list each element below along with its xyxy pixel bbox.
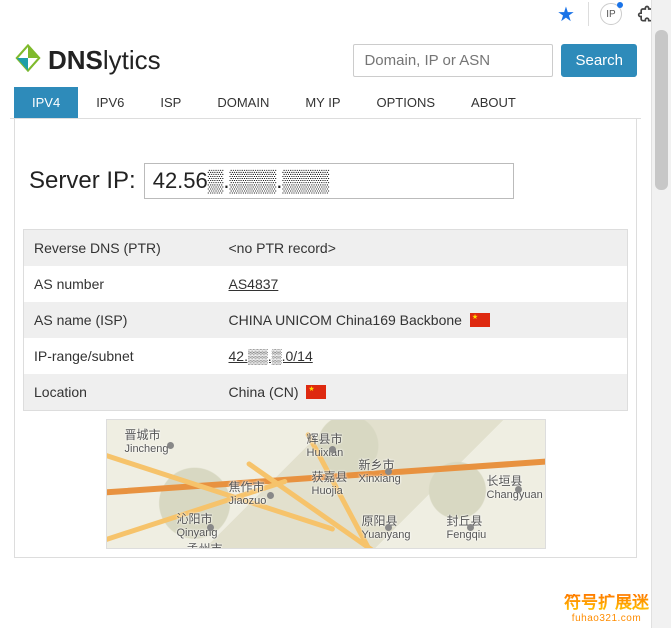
asname-key: AS name (ISP) — [24, 302, 219, 338]
nav-tab-domain[interactable]: DOMAIN — [199, 87, 287, 118]
logo-rest: lytics — [103, 45, 161, 75]
table-row: IP-range/subnet 42.▒▒.▒.0/14 — [24, 338, 628, 374]
nav-tab-ipv4[interactable]: IPV4 — [14, 87, 78, 118]
map-city-label: 新乡市Xinxiang — [359, 456, 401, 485]
nav-tab-ipv6[interactable]: IPV6 — [78, 87, 142, 118]
nav-tab-about[interactable]: ABOUT — [453, 87, 534, 118]
asname-text: CHINA UNICOM China169 Backbone — [229, 312, 462, 328]
server-ip-row: Server IP: — [23, 119, 628, 229]
map-marker-icon — [515, 486, 522, 493]
range-key: IP-range/subnet — [24, 338, 219, 374]
table-row: Reverse DNS (PTR) <no PTR record> — [24, 230, 628, 267]
ip-extension-icon[interactable]: IP — [597, 2, 625, 26]
ptr-val: <no PTR record> — [219, 230, 628, 267]
result-panel: Server IP: Reverse DNS (PTR) <no PTR rec… — [14, 119, 637, 558]
page-content: DNSlytics Search IPV4IPV6ISPDOMAINMY IPO… — [0, 30, 651, 558]
table-row: AS name (ISP) CHINA UNICOM China169 Back… — [24, 302, 628, 338]
window-scrollbar[interactable] — [651, 0, 671, 628]
asn-link[interactable]: AS4837 — [229, 276, 279, 292]
logo-bold: DNS — [48, 45, 103, 75]
logo-mark-icon — [14, 44, 42, 77]
map-city-label: 晋城市Jincheng — [125, 426, 169, 455]
search-button[interactable]: Search — [561, 44, 637, 77]
map-city-label: 焦作市Jiaozuo — [229, 478, 267, 507]
map-marker-icon — [467, 524, 474, 531]
location-key: Location — [24, 374, 219, 411]
cn-flag-icon — [470, 313, 490, 327]
map-marker-icon — [267, 492, 274, 499]
server-ip-label: Server IP: — [29, 167, 136, 195]
map-marker-icon — [167, 442, 174, 449]
browser-toolbar: ★ IP — [0, 0, 671, 30]
logo-text: DNSlytics — [48, 45, 161, 76]
map-marker-icon — [207, 524, 214, 531]
map-city-label: 获嘉县Huojia — [312, 468, 348, 497]
nav-tab-isp[interactable]: ISP — [142, 87, 199, 118]
map-marker-icon — [385, 468, 392, 475]
location-text: China (CN) — [229, 384, 299, 400]
ip-badge[interactable]: IP — [600, 3, 622, 25]
nav-tab-options[interactable]: OPTIONS — [359, 87, 454, 118]
watermark-zh: 符号扩展迷 — [564, 594, 649, 613]
map-city-label: 辉县市Huixian — [307, 430, 344, 459]
site-header: DNSlytics Search — [10, 30, 641, 87]
search-input[interactable] — [353, 44, 553, 77]
map-marker-icon — [385, 524, 392, 531]
map-city-label: 孟州市 — [187, 540, 223, 549]
table-row: AS number AS4837 — [24, 266, 628, 302]
watermark-en: fuhao321.com — [564, 613, 649, 624]
site-logo[interactable]: DNSlytics — [14, 44, 161, 77]
ptr-key: Reverse DNS (PTR) — [24, 230, 219, 267]
location-map[interactable]: 晋城市Jincheng 辉县市Huixian 新乡市Xinxiang 获嘉县Huoji… — [106, 419, 546, 549]
range-link[interactable]: 42.▒▒.▒.0/14 — [229, 348, 313, 364]
cn-flag-icon — [306, 385, 326, 399]
watermark: 符号扩展迷 fuhao321.com — [564, 594, 649, 624]
table-row: Location China (CN) — [24, 374, 628, 411]
asn-key: AS number — [24, 266, 219, 302]
server-ip-input[interactable] — [144, 163, 514, 199]
bookmark-star-icon[interactable]: ★ — [552, 2, 580, 26]
nav-tab-my-ip[interactable]: MY IP — [287, 87, 358, 118]
toolbar-divider — [588, 2, 589, 26]
scrollbar-thumb[interactable] — [655, 30, 668, 190]
search-group: Search — [353, 44, 637, 77]
main-nav: IPV4IPV6ISPDOMAINMY IPOPTIONSABOUT — [10, 87, 641, 119]
info-table: Reverse DNS (PTR) <no PTR record> AS num… — [23, 229, 628, 411]
asname-val: CHINA UNICOM China169 Backbone — [219, 302, 628, 338]
location-val: China (CN) — [219, 374, 628, 411]
map-marker-icon — [329, 446, 336, 453]
